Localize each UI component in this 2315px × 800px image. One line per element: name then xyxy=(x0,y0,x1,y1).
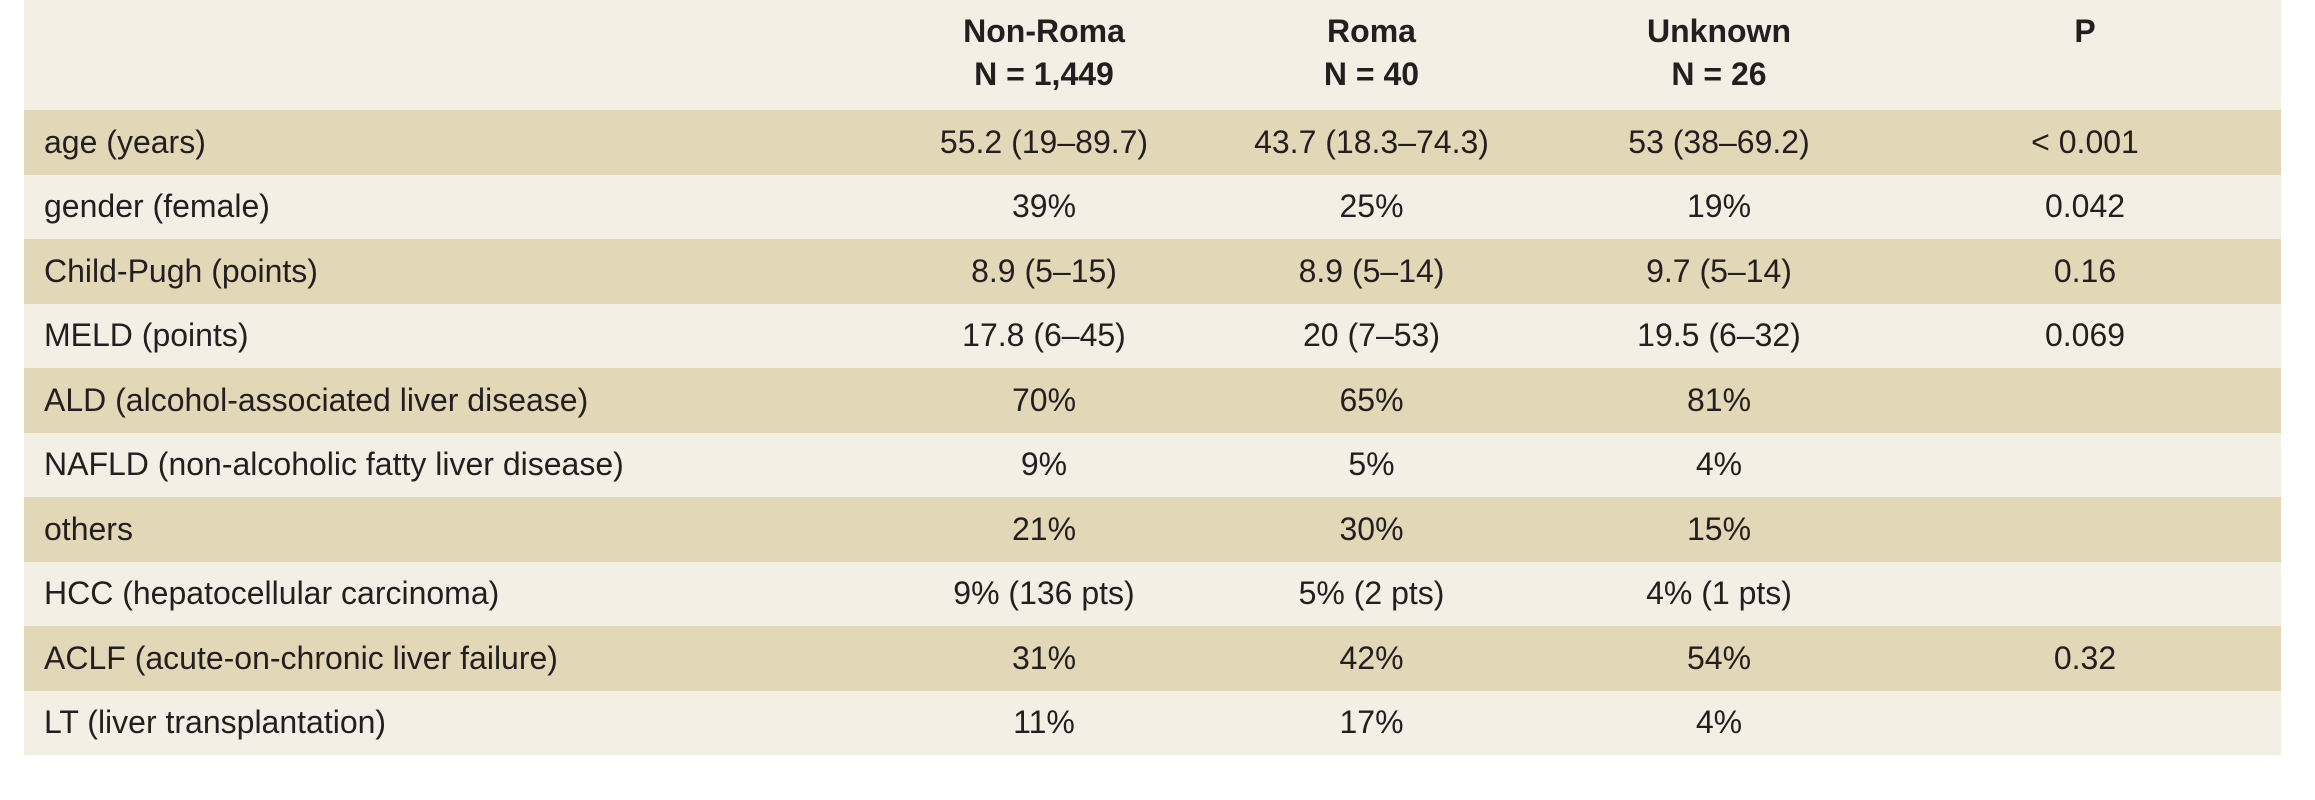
cell-unknown: 19% xyxy=(1686,188,1752,225)
header-cell-label xyxy=(24,0,894,110)
cell-non-roma: 17.8 (6–45) xyxy=(962,317,1126,354)
row-label: gender (female) xyxy=(44,188,270,225)
table-body: age (years) 55.2 (19–89.7) 43.7 (18.3–74… xyxy=(24,110,2281,755)
cell-roma: 5% (2 pts) xyxy=(1298,575,1445,612)
cell-non-roma: 55.2 (19–89.7) xyxy=(939,123,1149,160)
table-row: gender (female) 39% 25% 19% 0.042 xyxy=(24,174,2281,239)
cell-unknown: 4% (1 pts) xyxy=(1646,575,1792,612)
cell-p xyxy=(1889,562,2281,627)
cell-roma: 42% xyxy=(1339,639,1404,676)
cell-unknown: 15% xyxy=(1686,510,1752,547)
cell-non-roma: 21% xyxy=(1011,510,1077,547)
cell-unknown: 4% xyxy=(1695,446,1743,483)
header-subtitle: N = 26 xyxy=(1671,56,1767,93)
table-row: others 21% 30% 15% xyxy=(24,497,2281,562)
row-label: HCC (hepatocellular carcinoma) xyxy=(44,575,500,612)
cell-unknown: 81% xyxy=(1686,381,1752,418)
cell-roma: 43.7 (18.3–74.3) xyxy=(1254,123,1489,160)
cell-non-roma: 9% xyxy=(1020,446,1068,483)
cell-non-roma: 11% xyxy=(1013,704,1075,741)
cell-roma: 25% xyxy=(1339,188,1404,225)
cell-roma: 65% xyxy=(1339,381,1404,418)
header-row: Non-Roma N = 1,449 Roma N = 40 Unknown N… xyxy=(24,0,2281,110)
cell-p: < 0.001 xyxy=(2031,123,2139,160)
header-cell-non-roma: Non-Roma N = 1,449 xyxy=(894,0,1194,110)
header-subtitle: N = 40 xyxy=(1323,56,1420,93)
table-header: Non-Roma N = 1,449 Roma N = 40 Unknown N… xyxy=(24,0,2281,110)
cell-non-roma: 70% xyxy=(1011,381,1077,418)
header-title: Non-Roma xyxy=(963,13,1125,49)
table-row: HCC (hepatocellular carcinoma) 9% (136 p… xyxy=(24,561,2281,627)
table-row: NAFLD (non-alcoholic fatty liver disease… xyxy=(24,432,2281,498)
cell-non-roma: 31% xyxy=(1011,639,1077,676)
cell-p xyxy=(1889,368,2281,433)
cell-roma: 5% xyxy=(1348,446,1395,483)
cell-p: 0.32 xyxy=(2053,639,2117,676)
cell-roma: 20 (7–53) xyxy=(1303,317,1440,354)
row-label: ALD (alcohol-associated liver disease) xyxy=(44,381,589,418)
cell-unknown: 54% xyxy=(1686,639,1752,676)
cell-roma: 8.9 (5–14) xyxy=(1298,252,1445,289)
cell-p: 0.16 xyxy=(2053,252,2117,289)
cell-p: 0.069 xyxy=(2044,317,2126,354)
row-label: age (years) xyxy=(44,123,206,160)
row-label: NAFLD (non-alcoholic fatty liver disease… xyxy=(44,446,624,483)
cell-non-roma: 8.9 (5–15) xyxy=(971,252,1117,289)
data-table: Non-Roma N = 1,449 Roma N = 40 Unknown N… xyxy=(24,0,2281,755)
header-cell-p: P xyxy=(1889,0,2281,110)
table-row: ACLF (acute-on-chronic liver failure) 31… xyxy=(24,626,2281,691)
row-label: ACLF (acute-on-chronic liver failure) xyxy=(44,639,558,676)
cell-roma: 30% xyxy=(1339,510,1404,547)
cell-unknown: 4% xyxy=(1695,704,1743,741)
header-title: Unknown xyxy=(1647,13,1791,49)
header-cell-roma: Roma N = 40 xyxy=(1194,0,1549,110)
cell-roma: 17% xyxy=(1339,704,1404,741)
cell-p xyxy=(1889,433,2281,498)
cell-non-roma: 9% (136 pts) xyxy=(953,575,1135,612)
header-title: P xyxy=(2074,13,2096,49)
table-row: Child-Pugh (points) 8.9 (5–15) 8.9 (5–14… xyxy=(24,239,2281,304)
cell-p xyxy=(1889,691,2281,756)
cell-non-roma: 39% xyxy=(1011,188,1077,225)
row-label: LT (liver transplantation) xyxy=(44,704,387,741)
header-title: Roma xyxy=(1327,13,1416,49)
header-subtitle: N = 1,449 xyxy=(974,56,1114,93)
header-cell-unknown: Unknown N = 26 xyxy=(1549,0,1889,110)
row-label: Child-Pugh (points) xyxy=(44,252,318,289)
cell-unknown: 9.7 (5–14) xyxy=(1646,252,1792,289)
table-row: LT (liver transplantation) 11% 17% 4% xyxy=(24,690,2281,756)
table-row: age (years) 55.2 (19–89.7) 43.7 (18.3–74… xyxy=(24,110,2281,175)
table-row: MELD (points) 17.8 (6–45) 20 (7–53) 19.5… xyxy=(24,303,2281,368)
cell-unknown: 53 (38–69.2) xyxy=(1628,123,1810,160)
row-label: others xyxy=(44,510,133,547)
table-row: ALD (alcohol-associated liver disease) 7… xyxy=(24,368,2281,433)
cell-p: 0.042 xyxy=(2044,188,2126,225)
cell-p xyxy=(1889,497,2281,562)
row-label: MELD (points) xyxy=(44,317,249,354)
cell-unknown: 19.5 (6–32) xyxy=(1637,317,1801,354)
